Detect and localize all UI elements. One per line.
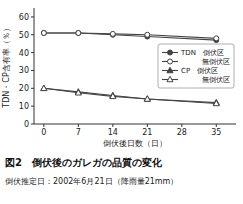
- x-tick-label: 21: [142, 128, 152, 137]
- x-tick-label: 7: [76, 128, 81, 137]
- legend-marker: [167, 67, 173, 72]
- legend-label: CP 倒伏区: [181, 67, 218, 75]
- x-axis-label: 倒伏後日数（日）: [103, 139, 167, 148]
- legend-label: 無倒伏区: [181, 58, 230, 66]
- series-line: [44, 88, 216, 102]
- y-tick: [31, 106, 34, 107]
- point: [144, 96, 150, 101]
- point: [214, 36, 219, 41]
- subtitle: 倒伏推定日：2002年6月21日（降雨量21mm）: [5, 177, 178, 186]
- x-tick: [147, 124, 148, 127]
- y-tick: [31, 88, 34, 89]
- point: [110, 93, 116, 98]
- point: [213, 99, 219, 104]
- legend-marker: [167, 76, 173, 81]
- x-tick: [43, 124, 44, 127]
- chart: 0 7 14 21 28 35 0 10 20 30 40 50 60 倒伏後日数（日） TDN・CP含有率…: [0, 0, 243, 204]
- point: [41, 30, 46, 35]
- x-axis-line: [34, 124, 236, 125]
- legend-marker: [168, 59, 173, 64]
- legend-label: TDN 倒伏区: [180, 49, 224, 57]
- y-tick: [31, 124, 34, 125]
- x-tick-label: 28: [177, 128, 187, 137]
- point: [75, 89, 81, 94]
- x-tick-label: 0: [41, 128, 46, 137]
- point: [75, 90, 81, 95]
- point: [41, 85, 47, 90]
- point: [41, 85, 47, 90]
- point: [110, 32, 115, 37]
- point: [213, 100, 219, 105]
- series-line: [44, 33, 216, 38]
- point: [144, 96, 150, 101]
- legend-box: [158, 44, 234, 88]
- y-tick: [31, 16, 34, 17]
- y-tick-label: 50: [19, 31, 29, 40]
- legend-label: 無倒伏区: [181, 76, 230, 84]
- legend: TDN 倒伏区 無倒伏区CP 倒伏区 無倒伏区: [158, 44, 234, 88]
- y-tick-label: 40: [19, 49, 29, 58]
- y-tick-label: 10: [19, 102, 29, 111]
- legend-marker: [168, 50, 173, 55]
- x-tick: [216, 124, 217, 127]
- y-tick: [31, 52, 34, 53]
- series-line: [44, 33, 216, 40]
- series-line: [44, 88, 216, 103]
- y-tick-label: 20: [19, 84, 29, 93]
- x-tick: [112, 124, 113, 127]
- point: [145, 32, 150, 37]
- point: [76, 30, 81, 35]
- plot-area: [41, 30, 220, 105]
- y-tick-label: 0: [24, 120, 29, 129]
- point: [41, 30, 46, 35]
- point: [76, 30, 81, 35]
- x-tick: [181, 124, 182, 127]
- y-tick: [31, 34, 34, 35]
- x-tick-label: 14: [108, 128, 118, 137]
- x-tick: [78, 124, 79, 127]
- point: [110, 31, 115, 36]
- title: 図2 倒伏後のガレガの品質の変化: [5, 157, 163, 169]
- y-axis-label: TDN・CP含有率（％）: [2, 24, 11, 108]
- y-tick: [31, 70, 34, 71]
- point: [110, 92, 116, 97]
- y-tick-label: 30: [19, 66, 29, 75]
- x-tick-label: 35: [211, 128, 221, 137]
- y-tick-label: 60: [19, 13, 29, 22]
